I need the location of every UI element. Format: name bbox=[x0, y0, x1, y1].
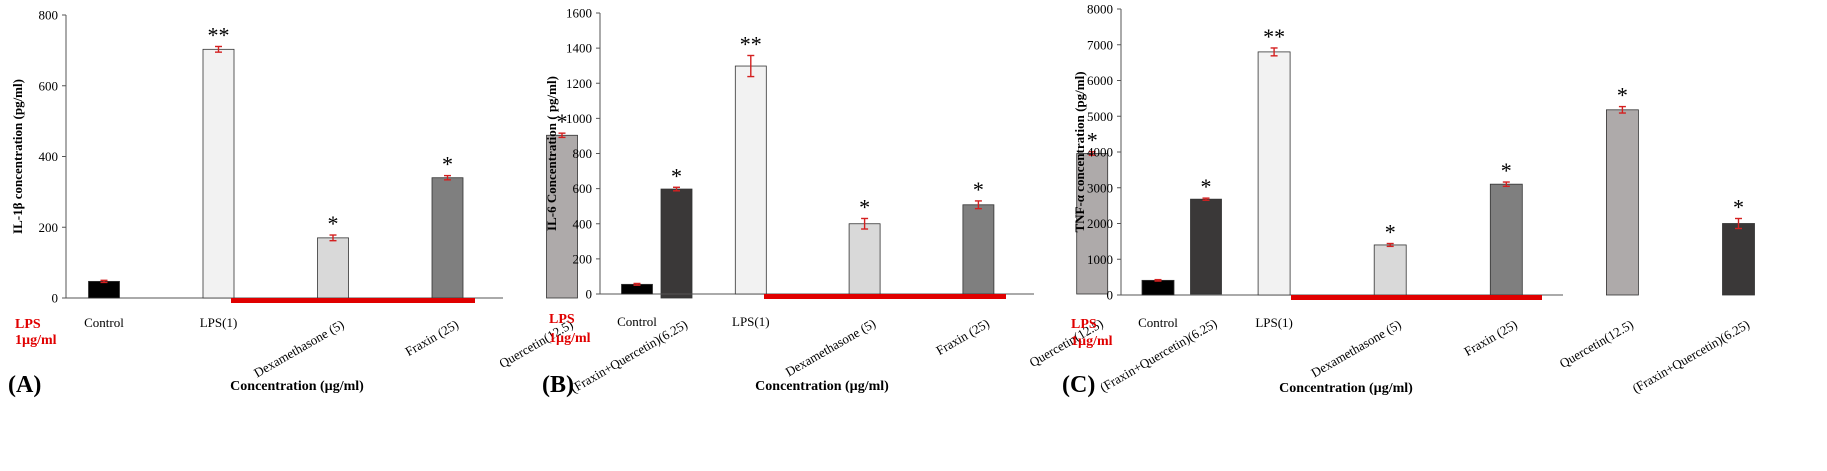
y-tick-label: 1000 bbox=[566, 111, 592, 126]
significance-label: ** bbox=[740, 32, 762, 57]
significance-label: ** bbox=[1263, 24, 1285, 49]
lps-label: LPS bbox=[549, 312, 575, 327]
y-tick-label: 800 bbox=[39, 8, 59, 23]
category-label: Dexamethasone (5) bbox=[251, 317, 346, 381]
category-label: Dexamethasone (5) bbox=[1308, 317, 1403, 381]
lps-dose-label: 1µg/ml bbox=[1071, 334, 1113, 349]
bar bbox=[1257, 51, 1291, 296]
y-axis-title: TNF-α concentration (pg/ml) bbox=[1072, 71, 1087, 232]
panel-label: (B) bbox=[542, 372, 574, 398]
y-tick-label: 5000 bbox=[1087, 109, 1113, 124]
y-tick-label: 400 bbox=[573, 216, 593, 231]
y-tick-label: 200 bbox=[573, 251, 593, 266]
category-label: Control bbox=[84, 315, 124, 330]
bar bbox=[660, 188, 693, 299]
y-tick-label: 400 bbox=[39, 149, 59, 164]
y-tick-label: 800 bbox=[573, 146, 593, 161]
y-tick-label: 0 bbox=[1107, 288, 1114, 303]
significance-label: * bbox=[671, 163, 682, 188]
significance-label: ** bbox=[208, 22, 230, 47]
lps-dose-label: 1µg/ml bbox=[549, 331, 591, 346]
category-label: Dexamethasone (5) bbox=[783, 316, 878, 380]
category-label: Quercetin(12.5) bbox=[1557, 317, 1636, 371]
lps-dose-label: 1µg/ml bbox=[15, 333, 57, 348]
category-label: Fraxin (25) bbox=[1461, 317, 1519, 359]
y-tick-label: 1200 bbox=[566, 76, 592, 91]
category-label: LPS(1) bbox=[732, 314, 770, 329]
bar bbox=[734, 65, 767, 295]
significance-label: * bbox=[1617, 83, 1628, 108]
y-tick-label: 1600 bbox=[566, 6, 592, 21]
significance-label: * bbox=[557, 109, 568, 134]
lps-label: LPS bbox=[1071, 317, 1097, 332]
significance-label: * bbox=[859, 194, 870, 219]
bar bbox=[88, 280, 120, 299]
category-label: Fraxin (25) bbox=[933, 316, 991, 358]
bar bbox=[317, 237, 349, 299]
category-label: Control bbox=[617, 314, 657, 329]
category-label: LPS(1) bbox=[1255, 315, 1293, 330]
y-tick-label: 4000 bbox=[1087, 145, 1113, 160]
panel-a: 0 200 400 600 800 IL-1β concentration (pg/ml)… bbox=[8, 8, 693, 398]
y-tick-label: 200 bbox=[39, 220, 59, 235]
bar bbox=[1141, 279, 1175, 296]
y-tick-label: 8000 bbox=[1087, 2, 1113, 17]
category-label: LPS(1) bbox=[200, 315, 238, 330]
significance-label: * bbox=[1385, 220, 1396, 245]
bar bbox=[962, 204, 995, 295]
panel-label: (C) bbox=[1062, 372, 1095, 398]
y-tick-label: 1400 bbox=[566, 41, 592, 56]
bar bbox=[1373, 244, 1407, 296]
bar bbox=[546, 134, 578, 299]
y-tick-label: 600 bbox=[39, 78, 59, 93]
y-tick-label: 0 bbox=[52, 291, 59, 306]
bar bbox=[202, 48, 235, 299]
panel-label: (A) bbox=[8, 372, 41, 398]
panel-c: 0 1000 2000 3000 4000 5000 6000 7000 8000 TNF-α c… bbox=[1062, 2, 1755, 398]
significance-label: * bbox=[328, 211, 339, 236]
bar bbox=[1190, 198, 1222, 295]
category-label: (Fraxin+Quercetin)(6.25) bbox=[1630, 317, 1752, 396]
significance-label: * bbox=[973, 177, 984, 202]
y-tick-label: 1000 bbox=[1087, 252, 1113, 267]
x-axis-title: Concentration (µg/ml) bbox=[755, 379, 889, 394]
bar bbox=[848, 223, 881, 295]
bar bbox=[1722, 223, 1755, 296]
bar bbox=[1606, 109, 1639, 296]
y-axis-title: IL-1β concentration (pg/ml) bbox=[10, 79, 25, 234]
y-tick-label: 0 bbox=[586, 287, 593, 302]
significance-label: * bbox=[442, 152, 453, 177]
category-label: Fraxin (25) bbox=[403, 317, 461, 359]
y-tick-label: 600 bbox=[573, 181, 593, 196]
y-tick-label: 6000 bbox=[1087, 73, 1113, 88]
y-tick-label: 7000 bbox=[1087, 37, 1113, 52]
y-tick-label: 3000 bbox=[1087, 180, 1113, 195]
x-axis-title: Concentration (µg/ml) bbox=[230, 379, 364, 394]
x-axis-title: Concentration (µg/ml) bbox=[1279, 381, 1413, 396]
category-label: Control bbox=[1138, 315, 1178, 330]
significance-label: * bbox=[1087, 128, 1098, 153]
y-tick-label: 2000 bbox=[1087, 216, 1113, 231]
bar bbox=[431, 177, 464, 299]
lps-label: LPS bbox=[15, 317, 41, 332]
significance-label: * bbox=[1733, 194, 1744, 219]
significance-label: * bbox=[1201, 174, 1212, 199]
significance-label: * bbox=[1501, 158, 1512, 183]
bar bbox=[1076, 153, 1109, 295]
bar bbox=[1489, 183, 1523, 296]
y-axis-title: IL-6 Concentration ( pg/ml) bbox=[544, 76, 559, 231]
